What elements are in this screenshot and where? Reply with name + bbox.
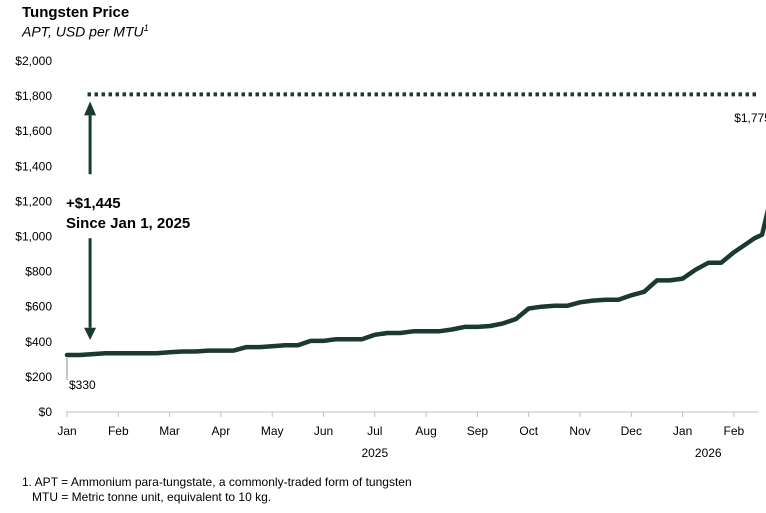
y-tick-label: $1,800 (15, 89, 52, 103)
y-tick-label: $200 (25, 370, 52, 384)
y-tick-label: $1,400 (15, 159, 52, 173)
footnotes: 1. APT = Ammonium para-tungstate, a comm… (22, 475, 412, 505)
x-tick-label: Feb (108, 424, 129, 438)
arrow-head-up (84, 101, 97, 116)
start-value-label: $330 (69, 378, 96, 392)
y-tick-label: $600 (25, 300, 52, 314)
end-value-label: $1,775 (734, 111, 766, 125)
chart-subtitle: APT, USD per MTU1 (22, 23, 149, 40)
footnote-1: 1. APT = Ammonium para-tungstate, a comm… (22, 475, 412, 489)
x-tick-label: Apr (212, 424, 231, 438)
arrow-head-down (84, 327, 97, 341)
y-tick-label: $2,000 (15, 54, 52, 68)
price-change-value: +$1,445 (66, 195, 121, 212)
y-tick-label: $400 (25, 335, 52, 349)
price-change-period: Since Jan 1, 2025 (66, 215, 191, 232)
x-tick-label: Jan (673, 424, 692, 438)
x-tick-label: Nov (569, 424, 590, 438)
x-tick-label: May (261, 424, 284, 438)
y-tick-label: $1,600 (15, 124, 52, 138)
footnote-2: MTU = Metric tonne unit, equivalent to 1… (22, 490, 272, 504)
y-tick-label: $0 (39, 405, 53, 419)
year-label: 2025 (361, 446, 388, 460)
price-series-line (64, 208, 766, 358)
x-tick-label: Dec (621, 424, 642, 438)
x-tick-label: Jun (314, 424, 333, 438)
x-tick-label: Mar (159, 424, 180, 438)
x-tick-label: Feb (724, 424, 745, 438)
x-tick-label: Oct (519, 424, 538, 438)
x-tick-label: Jan (57, 424, 76, 438)
y-tick-label: $800 (25, 265, 52, 279)
price-change-annotation: +$1,445 Since Jan 1, 2025 (66, 194, 190, 234)
year-label: 2026 (695, 446, 722, 460)
x-tick-label: Jul (367, 424, 382, 438)
y-tick-label: $1,000 (15, 230, 52, 244)
subtitle-text: APT, USD per MTU (22, 23, 144, 40)
x-tick-label: Aug (415, 424, 436, 438)
y-tick-label: $1,200 (15, 194, 52, 208)
chart-title: Tungsten Price (22, 4, 130, 21)
subtitle-footnote-marker: 1 (143, 23, 149, 33)
x-tick-label: Sep (467, 424, 489, 438)
